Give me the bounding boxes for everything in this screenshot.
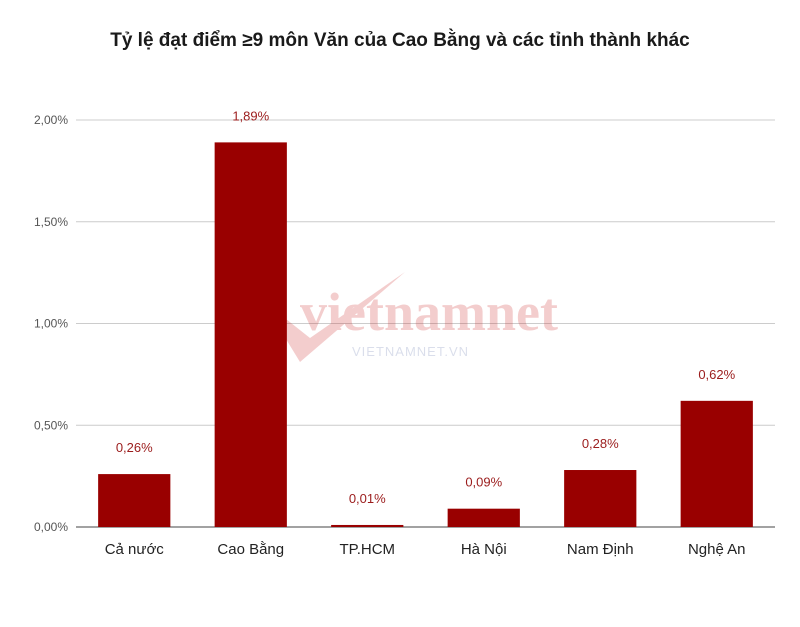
category-label: Cả nước <box>105 541 165 558</box>
data-label: 0,28% <box>582 436 619 451</box>
watermark-logo: vietnamnet <box>300 282 558 342</box>
category-label: Cao Bằng <box>217 541 284 558</box>
bar <box>98 474 171 527</box>
y-tick-label: 1,00% <box>34 317 68 331</box>
data-label: 0,62% <box>698 367 735 382</box>
watermark-site: VIETNAMNET.VN <box>352 344 469 359</box>
bar <box>331 524 404 527</box>
gridlines <box>76 119 775 528</box>
bar <box>214 142 287 527</box>
bar <box>680 400 753 527</box>
bar <box>447 508 520 527</box>
data-label: 1,89% <box>232 108 269 123</box>
bar <box>564 470 637 527</box>
watermark-v-mark-icon <box>262 272 405 362</box>
category-label: TP.HCM <box>339 541 395 558</box>
chart-title: Tỷ lệ đạt điểm ≥9 môn Văn của Cao Bằng v… <box>110 30 690 51</box>
category-label: Nghệ An <box>688 541 746 558</box>
data-label: 0,09% <box>465 475 502 490</box>
data-label: 0,01% <box>349 491 386 506</box>
y-tick-label: 0,50% <box>34 418 68 432</box>
y-tick-label: 2,00% <box>34 113 68 127</box>
y-tick-label: 1,50% <box>34 215 68 229</box>
y-axis-ticks: 0,00% 0,50% 1,00% 1,50% 2,00% <box>34 113 68 534</box>
vietnamnet-watermark: vietnamnet VIETNAMNET.VN <box>262 272 558 362</box>
x-axis-categories: Cả nước Cao Bằng TP.HCM Hà Nội Nam Định Nghệ … <box>105 541 746 558</box>
category-label: Nam Định <box>567 541 634 558</box>
y-tick-label: 0,00% <box>34 520 68 534</box>
bars <box>98 142 753 527</box>
category-label: Hà Nội <box>461 541 507 558</box>
data-label: 0,26% <box>116 440 153 455</box>
data-labels: 0,26% 1,89% 0,01% 0,09% 0,28% 0,62% <box>116 108 736 506</box>
